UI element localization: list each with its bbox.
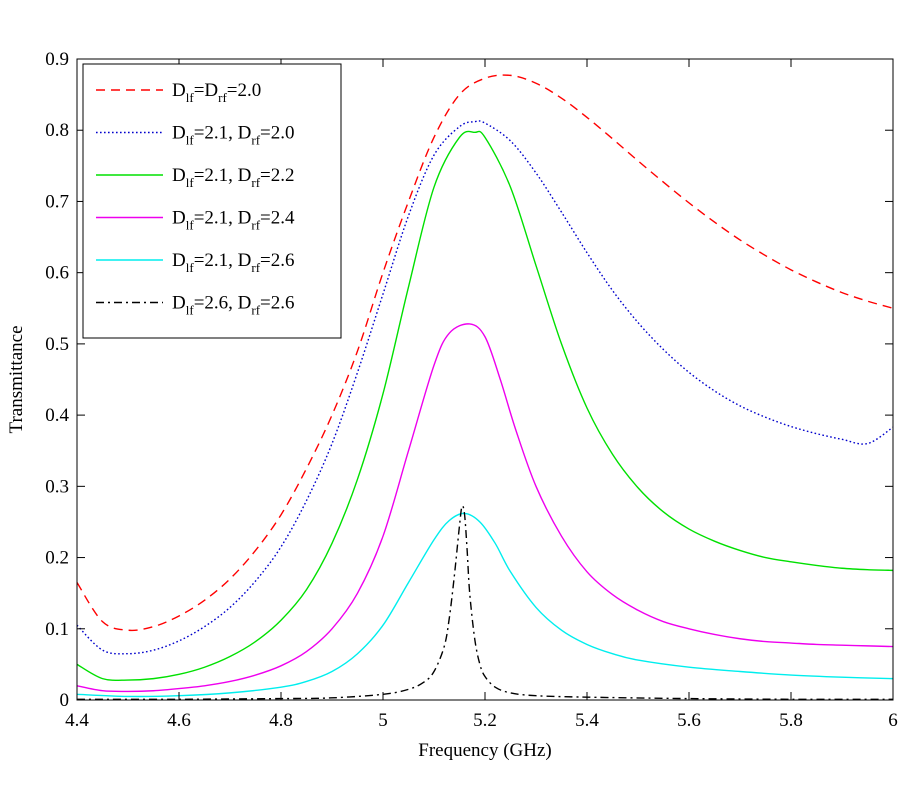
legend-label-4: Dlf=2.1, Drf=2.4 — [172, 208, 295, 233]
legend-box — [82, 63, 342, 339]
legend: Dlf=Drf=2.0 Dlf=2.1, Drf=2.0 Dlf=2.1, Drf=… — [82, 63, 342, 339]
x-tick-label: 4.4 — [65, 710, 89, 731]
x-tick-label: 6 — [888, 710, 898, 731]
y-tick-label: 0.4 — [45, 405, 69, 426]
x-tick-label: 4.8 — [269, 710, 293, 731]
series-line-1 — [76, 74, 894, 632]
legend-label-6: Dlf=2.6, Drf=2.6 — [172, 293, 295, 318]
y-tick-label: 0.6 — [45, 263, 69, 284]
series-line-6 — [76, 505, 894, 701]
plot-lines — [76, 74, 894, 701]
y-tick-label: 0.7 — [45, 191, 69, 212]
ticks: 4.4 4.6 4.8 5 5.2 5.4 5.6 5.8 6 0 0.1 0.2 0.3 0.4 0.5 0… — [45, 49, 898, 731]
legend-label-1: Dlf=Drf=2.0 — [172, 80, 261, 105]
series-line-4 — [76, 323, 894, 693]
x-tick-label: 5.8 — [779, 710, 803, 731]
legend-label-2: Dlf=2.1, Drf=2.0 — [172, 123, 295, 148]
x-tick-label: 5.4 — [575, 710, 599, 731]
y-tick-label: 0 — [60, 690, 70, 711]
y-tick-label: 0.8 — [45, 120, 69, 141]
legend-label-3: Dlf=2.1, Drf=2.2 — [172, 165, 295, 190]
series-line-3 — [76, 130, 894, 682]
x-tick-label: 4.6 — [167, 710, 191, 731]
legend-label-5: Dlf=2.1, Drf=2.6 — [172, 250, 295, 275]
x-tick-label: 5.2 — [473, 710, 497, 731]
x-axis-title: Frequency (GHz) — [418, 740, 551, 761]
x-tick-label: 5 — [378, 710, 388, 731]
x-tick-label: 5.6 — [677, 710, 701, 731]
y-tick-label: 0.3 — [45, 476, 69, 497]
y-tick-label: 0.9 — [45, 49, 69, 70]
series-line-5 — [76, 512, 894, 698]
series-line-2 — [76, 120, 894, 655]
y-tick-label: 0.1 — [45, 619, 69, 640]
y-tick-label: 0.2 — [45, 548, 69, 569]
y-axis-title: Transmittance — [6, 325, 27, 433]
y-tick-label: 0.5 — [45, 334, 69, 355]
